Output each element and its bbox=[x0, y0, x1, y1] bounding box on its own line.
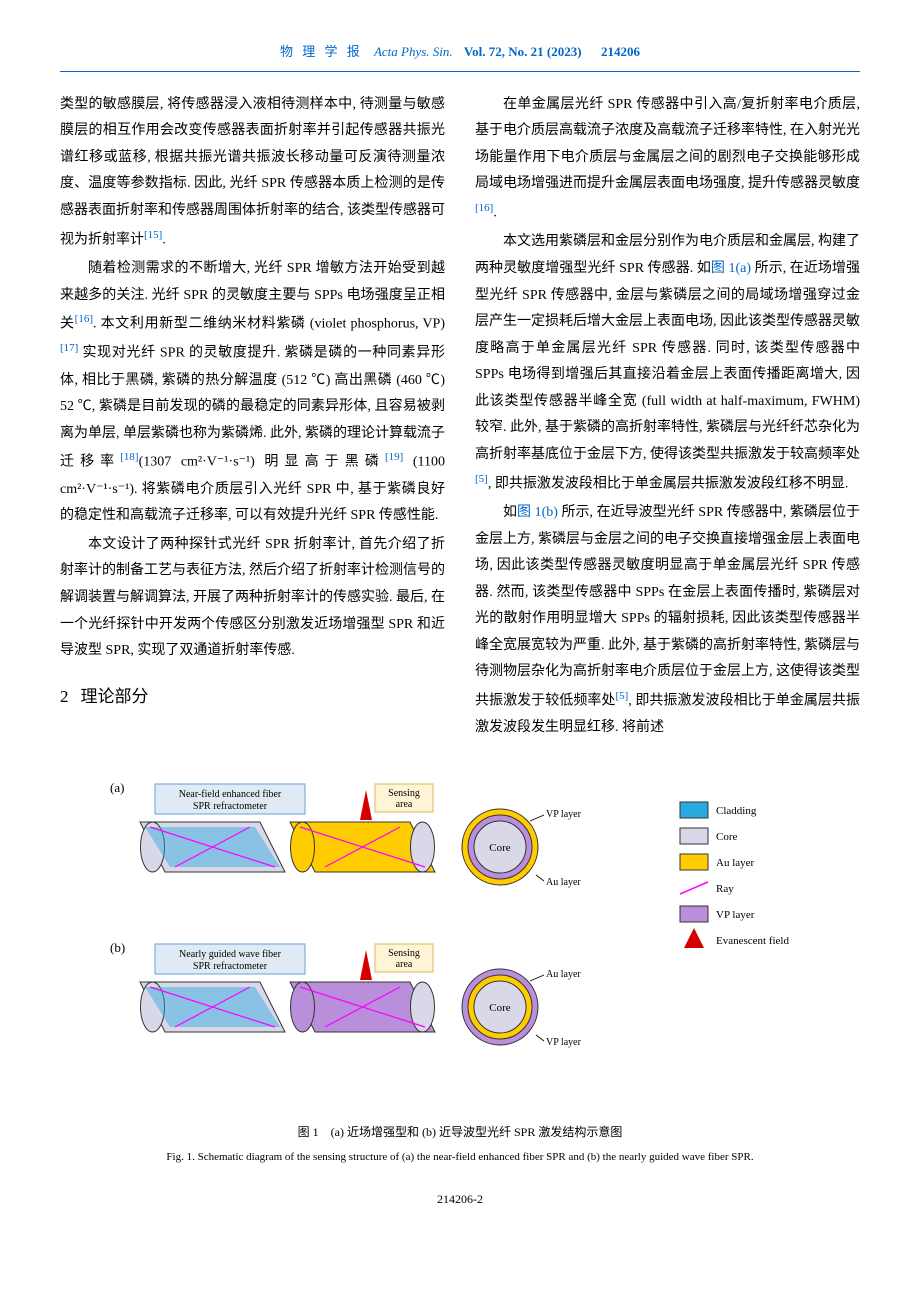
paragraph: 随着检测需求的不断增大, 光纤 SPR 增敏方法开始受到越来越多的关注. 光纤 … bbox=[60, 256, 445, 530]
page-header: 物 理 学 报 Acta Phys. Sin. Vol. 72, No. 21 … bbox=[60, 40, 860, 72]
section-heading: 2理论部分 bbox=[60, 681, 445, 713]
citation[interactable]: [17] bbox=[60, 342, 78, 354]
svg-text:Core: Core bbox=[489, 842, 511, 854]
svg-text:area: area bbox=[396, 799, 413, 810]
svg-text:(b): (b) bbox=[110, 940, 125, 955]
citation[interactable]: [15] bbox=[144, 229, 162, 241]
svg-text:(a): (a) bbox=[110, 780, 124, 795]
svg-text:SPR refractometer: SPR refractometer bbox=[193, 801, 268, 812]
svg-text:Evanescent field: Evanescent field bbox=[716, 935, 789, 947]
figure-caption-cn: 图 1 (a) 近场增强型和 (b) 近导波型光纤 SPR 激发结构示意图 bbox=[60, 1121, 860, 1144]
figure-caption-en: Fig. 1. Schematic diagram of the sensing… bbox=[60, 1147, 860, 1168]
paragraph: 本文选用紫磷层和金层分别作为电介质层和金属层, 构建了两种灵敏度增强型光纤 SP… bbox=[475, 229, 860, 498]
svg-text:Core: Core bbox=[489, 1002, 511, 1014]
citation[interactable]: [5] bbox=[615, 690, 628, 702]
svg-text:area: area bbox=[396, 959, 413, 970]
citation[interactable]: [16] bbox=[475, 202, 493, 214]
svg-text:Au layer: Au layer bbox=[546, 877, 581, 888]
svg-text:VP layer: VP layer bbox=[546, 1037, 582, 1048]
svg-text:Au layer: Au layer bbox=[716, 857, 755, 869]
paragraph: 本文设计了两种探针式光纤 SPR 折射率计, 首先介绍了折射率计的制备工艺与表征… bbox=[60, 532, 445, 665]
svg-text:VP layer: VP layer bbox=[716, 909, 755, 921]
page-number: 214206-2 bbox=[60, 1188, 860, 1211]
svg-text:Cladding: Cladding bbox=[716, 805, 757, 817]
svg-text:VP layer: VP layer bbox=[546, 809, 582, 820]
citation[interactable]: [18] bbox=[120, 451, 138, 463]
svg-text:Sensing: Sensing bbox=[388, 788, 420, 799]
citation[interactable]: [5] bbox=[475, 473, 488, 485]
svg-text:Core: Core bbox=[716, 831, 738, 843]
svg-text:Near-field enhanced fiber: Near-field enhanced fiber bbox=[179, 789, 282, 800]
journal-name-cn: 物 理 学 报 bbox=[280, 44, 363, 59]
svg-text:Sensing: Sensing bbox=[388, 948, 420, 959]
svg-text:Nearly guided wave fiber: Nearly guided wave fiber bbox=[179, 949, 282, 960]
svg-text:Au layer: Au layer bbox=[546, 969, 581, 980]
journal-name-en: Acta Phys. Sin. bbox=[374, 44, 453, 59]
article-number: 214206 bbox=[601, 44, 640, 59]
citation[interactable]: [16] bbox=[75, 313, 93, 325]
svg-text:SPR refractometer: SPR refractometer bbox=[193, 961, 268, 972]
paragraph: 类型的敏感膜层, 将传感器浸入液相待测样本中, 待测量与敏感膜层的相互作用会改变… bbox=[60, 92, 445, 254]
figure-reference[interactable]: 图 1(b) bbox=[517, 505, 558, 520]
figure-1: (a)Near-field enhanced fiberSPR refracto… bbox=[60, 762, 860, 1168]
svg-text:Ray: Ray bbox=[716, 883, 734, 895]
paragraph: 如图 1(b) 所示, 在近导波型光纤 SPR 传感器中, 紫磷层位于金层上方,… bbox=[475, 500, 860, 742]
volume-issue: Vol. 72, No. 21 (2023) bbox=[464, 44, 582, 59]
body-columns: 类型的敏感膜层, 将传感器浸入液相待测样本中, 待测量与敏感膜层的相互作用会改变… bbox=[60, 92, 860, 742]
citation[interactable]: [19] bbox=[385, 451, 403, 463]
paragraph: 在单金属层光纤 SPR 传感器中引入高/复折射率电介质层, 基于电介质层高载流子… bbox=[475, 92, 860, 228]
figure-svg: (a)Near-field enhanced fiberSPR refracto… bbox=[80, 762, 840, 1102]
figure-reference[interactable]: 图 1(a) bbox=[711, 261, 751, 276]
